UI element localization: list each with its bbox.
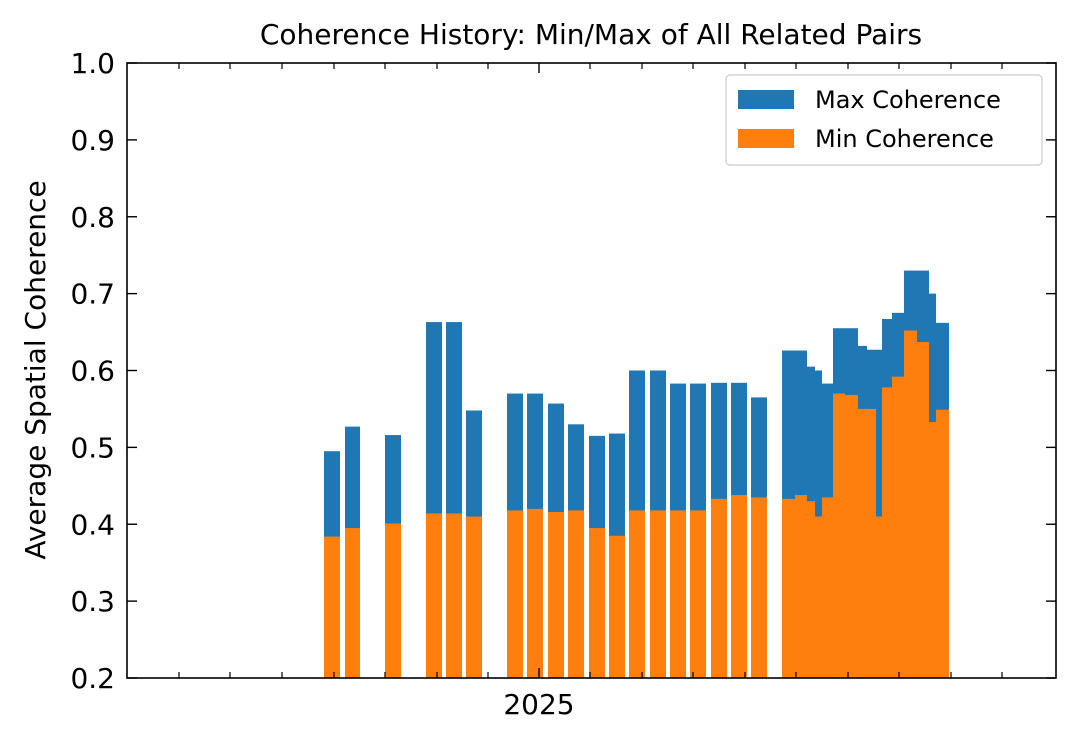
min-coherence-bar	[711, 498, 727, 678]
min-coherence-bar	[507, 510, 523, 678]
min-coherence-bar	[795, 495, 807, 678]
min-coherence-bar	[929, 422, 936, 678]
legend-box	[725, 74, 1043, 166]
min-coherence-bar	[690, 510, 706, 678]
min-coherence-bar	[858, 408, 867, 678]
y-tick-label: 0.6	[70, 355, 115, 388]
min-coherence-bar	[548, 511, 564, 678]
min-coherence-bar	[629, 510, 645, 678]
min-coherence-bar	[568, 510, 584, 678]
min-coherence-bar	[936, 409, 949, 678]
legend-swatch-max	[738, 90, 794, 109]
legend-label-max: Max Coherence	[815, 86, 1001, 114]
min-coherence-bar	[385, 523, 401, 678]
min-coherence-bar	[751, 497, 767, 678]
bars-layer	[324, 270, 949, 678]
min-coherence-bar	[609, 535, 625, 678]
y-tick-labels: 0.2 0.3 0.4 0.5 0.6 0.7 0.8 0.9 1.0	[70, 47, 115, 695]
min-coherence-bar	[815, 516, 822, 678]
min-coherence-bar	[426, 513, 442, 678]
legend-label-min: Min Coherence	[815, 125, 994, 153]
min-coherence-bar	[892, 376, 904, 678]
min-coherence-bar	[446, 513, 462, 678]
min-coherence-bar	[670, 510, 686, 678]
min-coherence-bar	[807, 501, 815, 678]
min-coherence-bar	[833, 393, 845, 678]
legend: Max Coherence Min Coherence	[725, 74, 1043, 166]
y-tick-label: 0.3	[70, 585, 115, 618]
min-coherence-bar	[324, 536, 340, 678]
y-tick-label: 0.4	[70, 508, 115, 541]
min-coherence-bar	[731, 495, 747, 678]
y-tick-label: 0.7	[70, 278, 115, 311]
min-coherence-bar	[845, 395, 858, 678]
y-tick-label: 1.0	[70, 47, 115, 80]
min-coherence-bar	[822, 497, 833, 678]
x-tick-label-2025: 2025	[503, 688, 574, 721]
min-coherence-bar	[527, 508, 543, 678]
y-axis-label: Average Spatial Coherence	[19, 180, 52, 559]
min-coherence-bar	[904, 330, 917, 678]
min-coherence-bar	[876, 516, 882, 678]
min-coherence-bar	[917, 342, 929, 678]
min-coherence-bar	[782, 498, 795, 678]
min-coherence-bar	[345, 528, 360, 678]
legend-swatch-min	[738, 129, 794, 148]
y-tick-label: 0.8	[70, 201, 115, 234]
min-coherence-bar	[466, 516, 482, 678]
chart-title: Coherence History: Min/Max of All Relate…	[260, 18, 922, 51]
y-tick-label: 0.9	[70, 124, 115, 157]
y-tick-label: 0.2	[70, 662, 115, 695]
max-coherence-bar	[876, 349, 882, 678]
min-coherence-bar	[882, 387, 892, 678]
min-coherence-bar	[867, 408, 876, 678]
y-tick-label: 0.5	[70, 431, 115, 464]
min-coherence-bar	[589, 528, 605, 678]
min-coherence-bar	[650, 510, 666, 678]
ticks-layer	[127, 62, 1056, 679]
